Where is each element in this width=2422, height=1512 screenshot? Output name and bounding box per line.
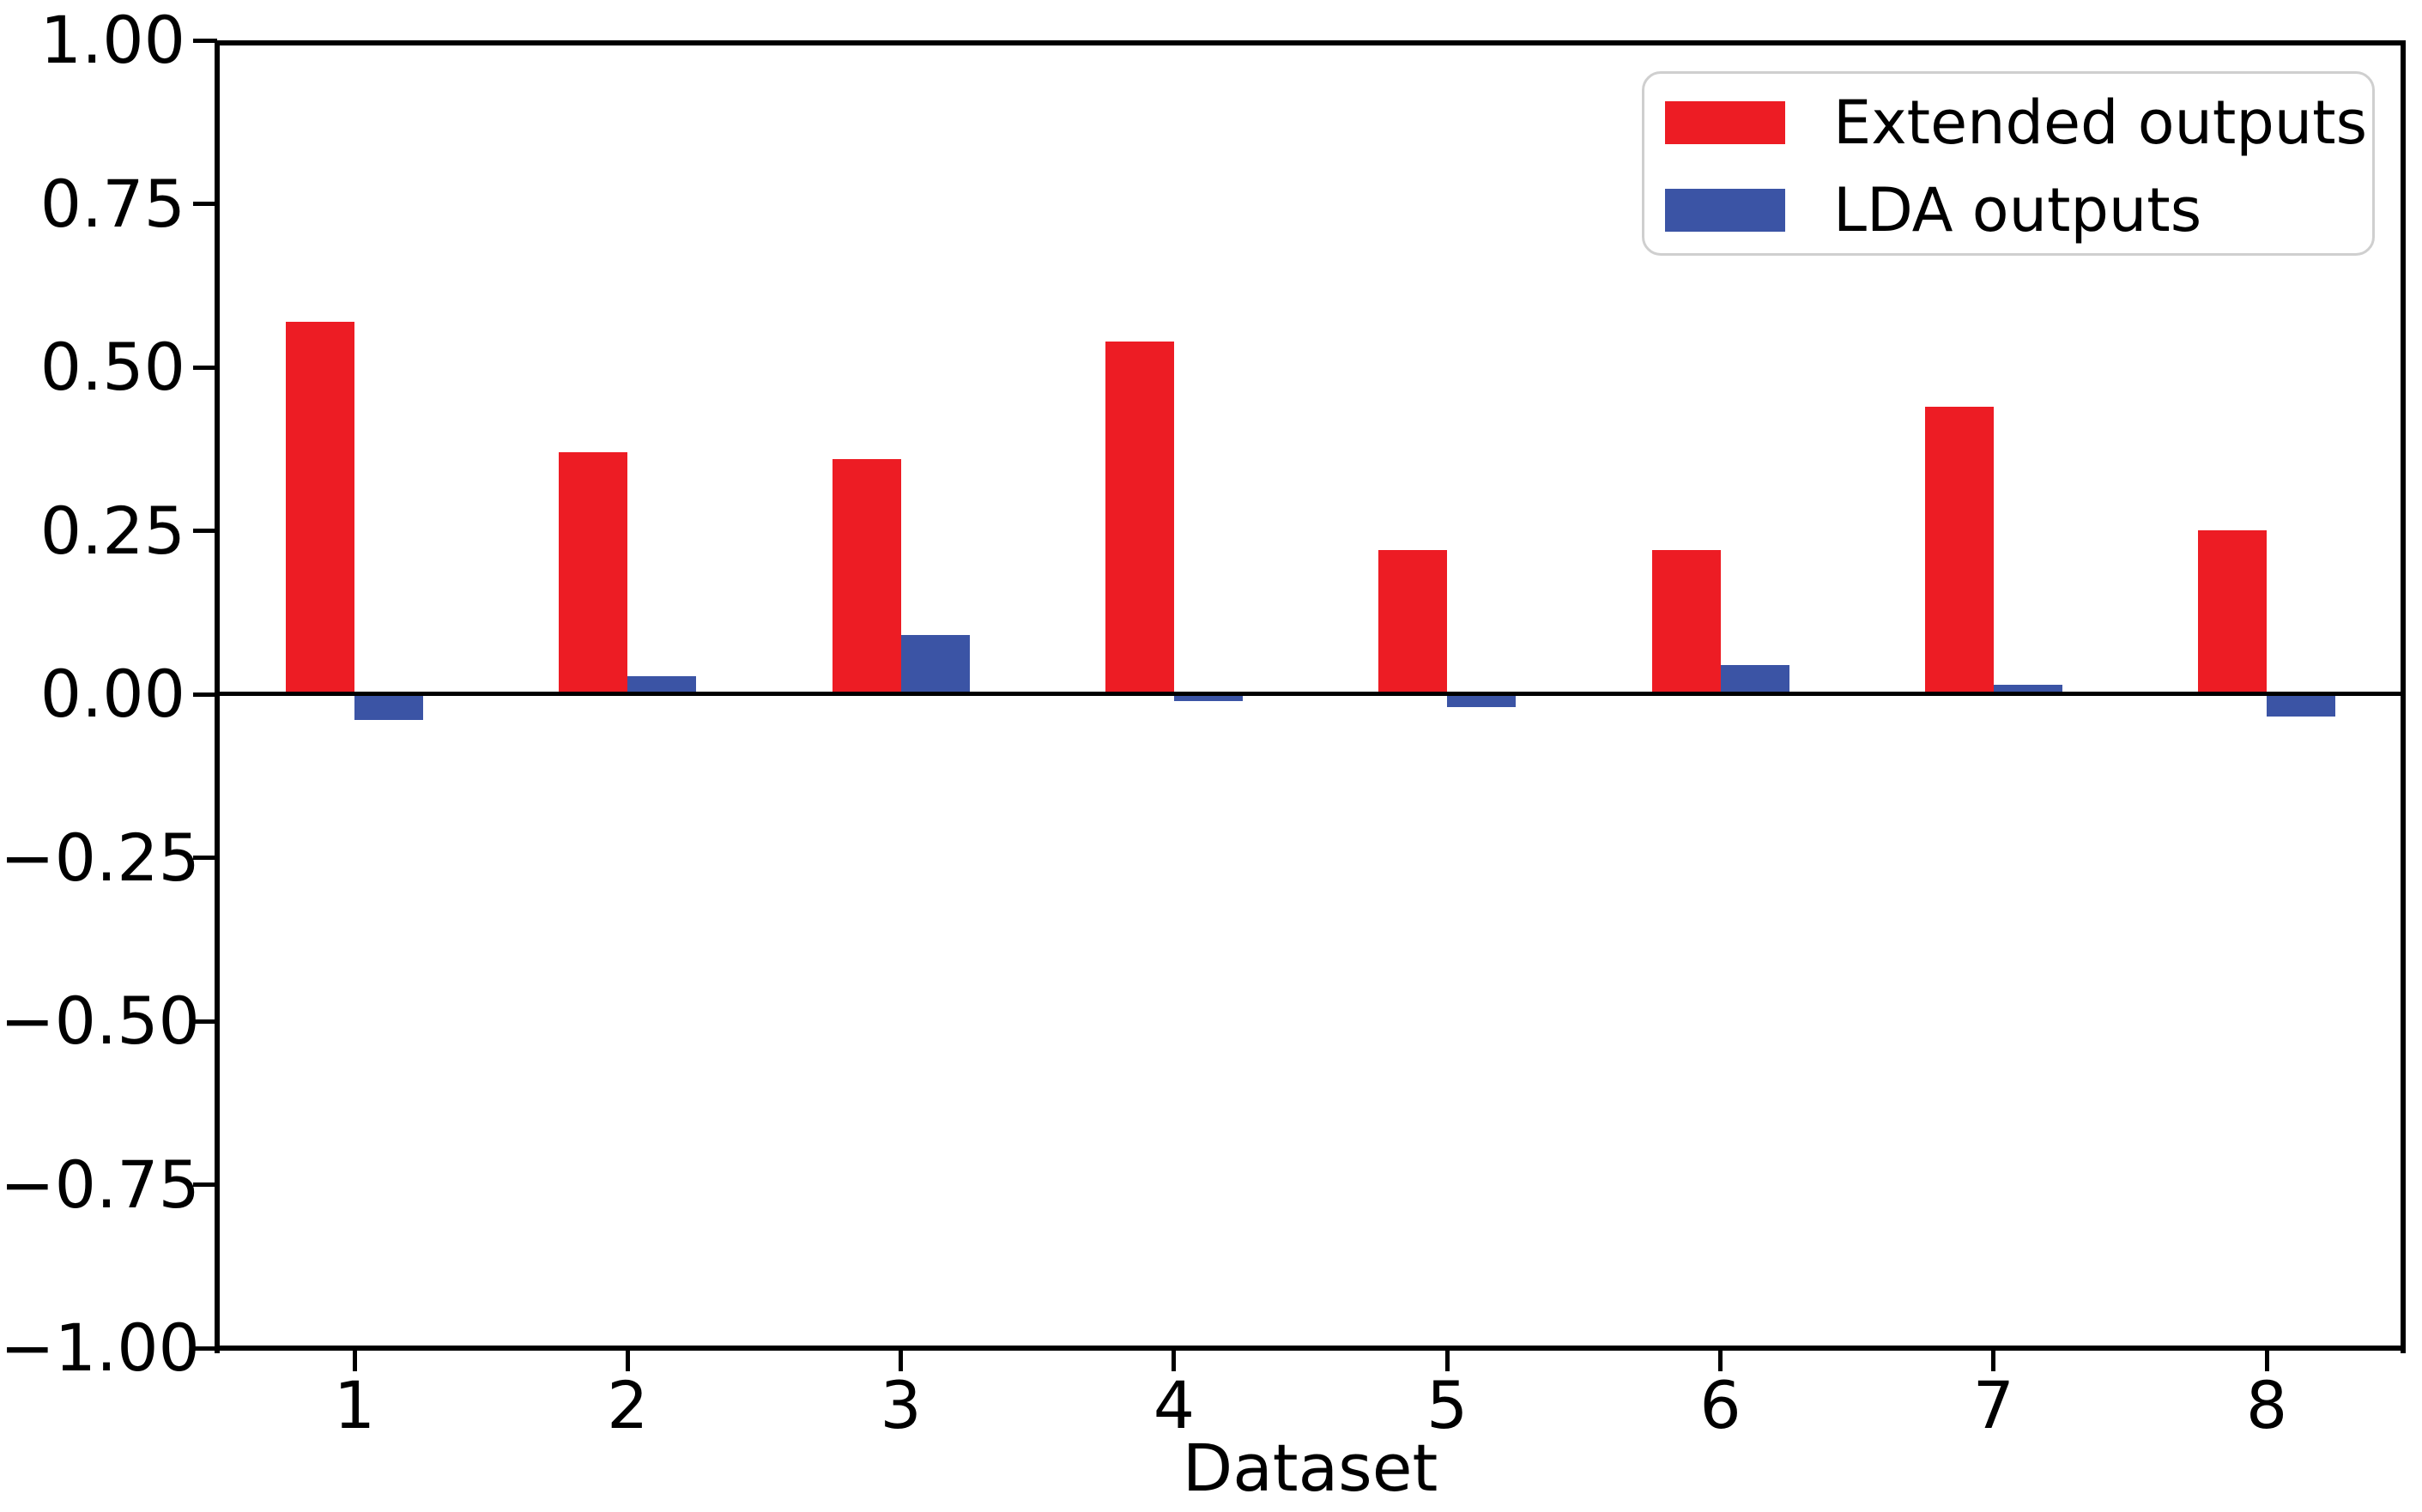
bar-lda-outputs-4 (1173, 694, 1243, 701)
x-tick-mark (1444, 1351, 1450, 1371)
bar-extended-outputs-5 (1378, 550, 1448, 694)
x-tick-label: 1 (333, 1367, 376, 1443)
x-tick-mark (625, 1351, 630, 1371)
bar-extended-outputs-1 (286, 322, 354, 694)
legend-swatch-extended-outputs (1665, 101, 1785, 144)
bar-lda-outputs-2 (627, 676, 697, 694)
y-tick-mark (193, 365, 217, 370)
x-tick-mark (352, 1351, 357, 1371)
bar-lda-outputs-6 (1720, 665, 1789, 694)
x-tick-mark (899, 1351, 904, 1371)
x-tick-label: 7 (1972, 1367, 2014, 1443)
bar-lda-outputs-1 (354, 694, 423, 720)
x-tick-mark (1718, 1351, 1723, 1371)
plot-bottom-spine (215, 1346, 2406, 1351)
bar-lda-outputs-5 (1447, 694, 1517, 707)
x-axis-title: Dataset (1182, 1430, 1438, 1506)
y-tick-mark (193, 856, 217, 860)
bar-extended-outputs-4 (1105, 342, 1174, 694)
y-tick-mark (193, 692, 217, 697)
x-tick-mark (1172, 1351, 1177, 1371)
y-tick-label: −0.75 (0, 1146, 200, 1223)
legend-label: Extended outputs (1833, 88, 2368, 158)
bar-extended-outputs-6 (1651, 550, 1721, 694)
x-tick-label: 2 (607, 1367, 649, 1443)
y-tick-label: 0.75 (39, 165, 185, 242)
y-tick-mark (193, 1182, 217, 1187)
x-tick-label: 5 (1426, 1367, 1468, 1443)
x-tick-label: 8 (2245, 1367, 2288, 1443)
bar-extended-outputs-2 (559, 452, 628, 694)
bar-extended-outputs-8 (2198, 530, 2268, 694)
y-tick-mark (193, 529, 217, 533)
bar-extended-outputs-7 (1924, 407, 1994, 694)
legend: Extended outputs LDA outputs (1642, 71, 2375, 256)
x-tick-label: 3 (880, 1367, 922, 1443)
y-tick-label: 0.00 (39, 656, 185, 732)
bar-extended-outputs-3 (832, 459, 901, 694)
zero-baseline (217, 692, 2403, 696)
x-tick-mark (1991, 1351, 1996, 1371)
legend-swatch-lda-outputs (1665, 189, 1785, 232)
plot-left-spine (215, 40, 220, 1353)
plot-top-spine (215, 40, 2406, 45)
y-tick-mark (193, 1019, 217, 1024)
bar-lda-outputs-8 (2267, 694, 2336, 717)
y-tick-label: 1.00 (39, 2, 185, 78)
x-tick-label: 6 (1699, 1367, 1741, 1443)
plot-right-spine (2401, 40, 2406, 1353)
x-tick-label: 4 (1153, 1367, 1196, 1443)
legend-label: LDA outputs (1833, 175, 2202, 245)
y-tick-label: −0.25 (0, 819, 200, 896)
y-tick-mark (193, 38, 217, 43)
bar-lda-outputs-7 (1993, 685, 2062, 694)
x-tick-mark (2264, 1351, 2269, 1371)
y-tick-label: −0.50 (0, 983, 200, 1059)
bar-lda-outputs-3 (900, 635, 970, 694)
y-tick-label: −1.00 (0, 1309, 200, 1386)
y-tick-mark (193, 1346, 217, 1351)
y-tick-label: 0.50 (39, 329, 185, 405)
y-tick-mark (193, 202, 217, 206)
y-tick-label: 0.25 (39, 492, 185, 569)
